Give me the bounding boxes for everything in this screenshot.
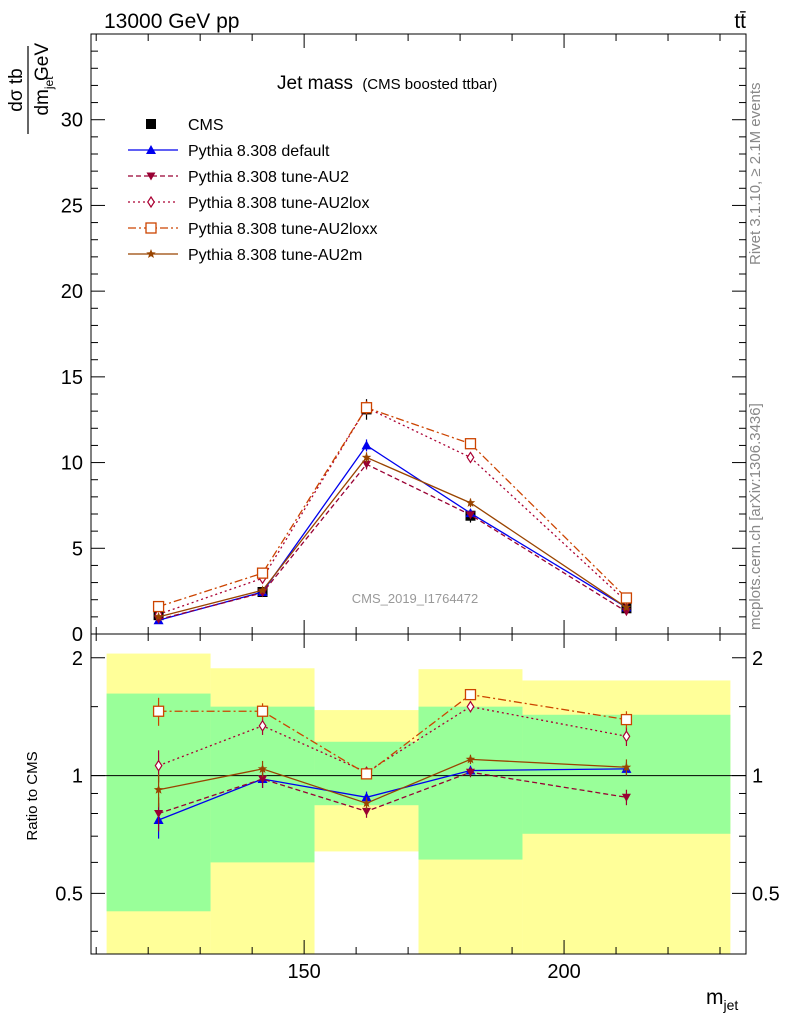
data-point bbox=[361, 440, 372, 450]
ratio-point bbox=[361, 798, 372, 808]
ratio-point bbox=[465, 754, 476, 764]
ratio-point bbox=[361, 792, 372, 802]
ratio-point bbox=[258, 719, 267, 732]
top-y-tick-label: 15 bbox=[61, 367, 83, 389]
top-y-tick-label: 20 bbox=[61, 281, 83, 303]
x-axis-label-sub: jet bbox=[723, 997, 739, 1013]
x-tick-label: 200 bbox=[547, 961, 580, 983]
data-point bbox=[153, 611, 164, 621]
legend-marker bbox=[147, 195, 155, 209]
chart-title: Jet mass (CMS boosted ttbar) bbox=[277, 73, 497, 94]
top-ylabel-num: dσ tb bbox=[6, 68, 27, 111]
top-y-tick-label: 0 bbox=[72, 624, 83, 646]
series-line bbox=[158, 406, 627, 608]
ratio-ylabel: Ratio to CMS bbox=[24, 751, 41, 840]
legend-entry: Pythia 8.308 default bbox=[188, 143, 330, 160]
band-gap bbox=[314, 851, 419, 954]
data-point bbox=[152, 600, 165, 613]
ratio-point bbox=[360, 768, 373, 780]
ratio-point bbox=[258, 775, 268, 784]
ratio-y-tick-label-right: 0.5 bbox=[752, 883, 780, 905]
legend-entry: Pythia 8.308 tune-AU2m bbox=[188, 247, 362, 264]
data-point bbox=[361, 452, 372, 462]
ratio-point bbox=[620, 713, 633, 726]
top-plot: 0 5 10 15 20 25 30 bbox=[61, 33, 747, 646]
top-ylabel-den: dmjet bbox=[32, 76, 56, 116]
ratio-y-tick-label-right: 1 bbox=[752, 766, 763, 788]
data-point bbox=[360, 402, 373, 414]
data-point bbox=[466, 451, 475, 464]
ratio-point bbox=[257, 763, 268, 773]
legend-entry: Pythia 8.308 tune-AU2 bbox=[188, 169, 349, 186]
legend-entry: Pythia 8.308 tune-AU2lox bbox=[188, 195, 369, 212]
legend-marker bbox=[146, 119, 156, 129]
top-y-tick-label: 25 bbox=[61, 195, 83, 217]
rivet-label: Rivet 3.1.10, ≥ 2.1M events bbox=[747, 83, 764, 266]
top-ylabel-unit: GeV bbox=[32, 43, 53, 81]
legend-marker bbox=[145, 222, 157, 234]
x-axis-label-main: m bbox=[706, 986, 724, 1009]
ratio-y-tick-label-left: 1 bbox=[72, 766, 83, 788]
ratio-point bbox=[154, 809, 164, 818]
top-ylabel-den-main: dm bbox=[32, 89, 53, 115]
legend-marker bbox=[146, 145, 156, 154]
ratio-point bbox=[464, 688, 477, 701]
ratio-point bbox=[153, 784, 164, 794]
top-y-tick-label: 10 bbox=[61, 453, 83, 475]
energy-label: 13000 GeV pp bbox=[104, 10, 239, 33]
top-y-tick-label: 5 bbox=[72, 538, 83, 560]
series-line bbox=[158, 406, 627, 615]
legend-marker bbox=[146, 172, 156, 181]
top-ylabel-den-sub: jet bbox=[42, 76, 56, 90]
ratio-point bbox=[256, 705, 269, 717]
ratio-point bbox=[154, 759, 163, 772]
legend-marker bbox=[146, 249, 156, 259]
ratio-point bbox=[621, 793, 631, 802]
legend-entry: Pythia 8.308 tune-AU2loxx bbox=[188, 221, 377, 238]
data-point bbox=[465, 511, 475, 520]
legend: CMS Pythia 8.308 default Pythia 8.308 tune… bbox=[128, 117, 377, 264]
ratio-point bbox=[466, 700, 475, 713]
top-ylabel: dσ tb dmjet GeV bbox=[6, 43, 56, 134]
x-axis-label: mjet bbox=[706, 986, 738, 1013]
data-point bbox=[256, 567, 269, 579]
ratio-y-tick-label-left: 2 bbox=[72, 648, 83, 670]
top-y-tick-label: 30 bbox=[61, 110, 83, 132]
band-green bbox=[418, 706, 523, 860]
chart-title-main: Jet mass bbox=[277, 73, 353, 94]
ratio-y-tick-label-right: 2 bbox=[752, 648, 763, 670]
ratio-point bbox=[465, 768, 475, 777]
ratio-point bbox=[362, 807, 372, 816]
data-point bbox=[362, 460, 372, 469]
data-point bbox=[257, 585, 268, 595]
x-tick-label: 150 bbox=[287, 961, 320, 983]
ratio-point bbox=[152, 705, 165, 717]
data-point bbox=[620, 592, 633, 604]
data-point bbox=[621, 602, 632, 612]
mcplots-label: mcplots.cern.ch [arXiv:1306.3436] bbox=[747, 403, 764, 630]
ratio-point bbox=[621, 762, 632, 772]
chart-subtitle: (CMS boosted ttbar) bbox=[362, 76, 497, 93]
data-point bbox=[464, 438, 477, 450]
data-point bbox=[465, 497, 476, 507]
process-label: tt̄ bbox=[734, 10, 746, 33]
ratio-plot: 150 200 0.5 0.5 1 1 2 2 bbox=[55, 633, 780, 983]
ratio-y-tick-label-left: 0.5 bbox=[55, 883, 83, 905]
watermark-label: CMS_2019_I1764472 bbox=[352, 591, 479, 606]
legend-entry: CMS bbox=[188, 117, 224, 134]
ratio-frame bbox=[90, 633, 747, 955]
ratio-point bbox=[622, 730, 631, 743]
